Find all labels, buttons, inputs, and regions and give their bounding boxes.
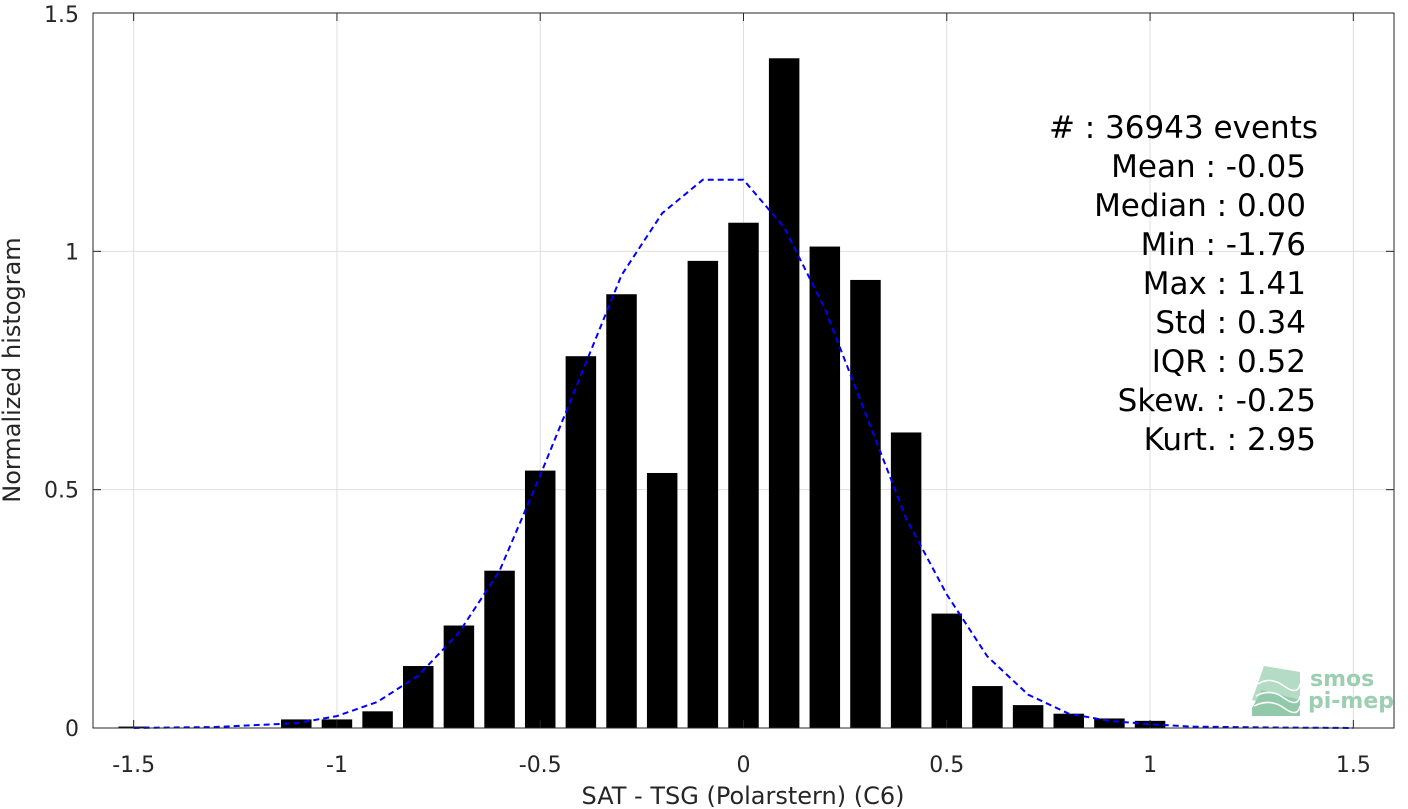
histogram-bar xyxy=(524,470,556,728)
logo-line1: smos xyxy=(1310,667,1374,692)
stat-line: # : 36943 events xyxy=(1049,110,1318,146)
x-tick-label: -0.5 xyxy=(519,753,562,778)
histogram-bar xyxy=(768,58,800,729)
x-tick-label: 0.5 xyxy=(929,753,964,778)
stat-line: Kurt. : 2.95 xyxy=(1144,422,1316,458)
y-tick-label: 1.5 xyxy=(44,3,79,28)
axis-ticks xyxy=(93,12,1394,729)
histogram-bar xyxy=(646,472,678,728)
y-tick-label: 0 xyxy=(65,717,79,742)
histogram-bar xyxy=(443,625,475,728)
stat-line: Mean : -0.05 xyxy=(1111,149,1306,185)
histogram-bars xyxy=(118,58,1166,729)
histogram-bar xyxy=(362,711,393,728)
y-tick-label: 1 xyxy=(65,240,79,265)
histogram-bar xyxy=(484,570,515,728)
histogram-bar xyxy=(728,222,759,728)
stat-line: Median : 0.00 xyxy=(1094,188,1306,224)
x-tick-label: 1 xyxy=(1143,753,1157,778)
histogram-bar xyxy=(931,613,963,728)
histogram-bar xyxy=(850,279,881,728)
histogram-bar xyxy=(1012,705,1044,728)
x-tick-label: 0 xyxy=(737,753,751,778)
stat-line: IQR : 0.52 xyxy=(1152,344,1306,380)
x-tick-label: 1.5 xyxy=(1336,753,1371,778)
stat-line: Min : -1.76 xyxy=(1141,227,1306,263)
stat-line: Max : 1.41 xyxy=(1143,266,1306,302)
x-tick-labels: -1.5 -1 -0.5 0 0.5 1 1.5 xyxy=(112,753,1371,778)
y-tick-label: 0.5 xyxy=(44,479,79,504)
x-axis-label: SAT - TSG (Polarstern) (C6) xyxy=(582,782,905,809)
stat-line: Skew. : -0.25 xyxy=(1118,383,1316,419)
x-tick-label: -1 xyxy=(326,753,348,778)
y-axis-label: Normalized histogram xyxy=(0,237,26,502)
stat-line: Std : 0.34 xyxy=(1155,305,1306,341)
histogram-bar xyxy=(1053,713,1084,728)
normal-fit-curve xyxy=(133,178,1354,729)
histogram-bar xyxy=(890,432,922,728)
logo-line2: pi-mep xyxy=(1308,689,1394,714)
histogram-bar xyxy=(972,686,1003,728)
x-tick-label: -1.5 xyxy=(112,753,155,778)
histogram-bar xyxy=(606,294,637,728)
histogram-bar xyxy=(1094,718,1125,728)
smos-pi-mep-logo: smos pi-mep xyxy=(1252,666,1394,716)
histogram-bar xyxy=(565,356,597,728)
logo-waves-icon xyxy=(1252,666,1301,716)
y-tick-labels: 0 0.5 1 1.5 xyxy=(44,3,79,742)
histogram-bar xyxy=(687,260,719,728)
histogram-bar xyxy=(809,246,841,729)
